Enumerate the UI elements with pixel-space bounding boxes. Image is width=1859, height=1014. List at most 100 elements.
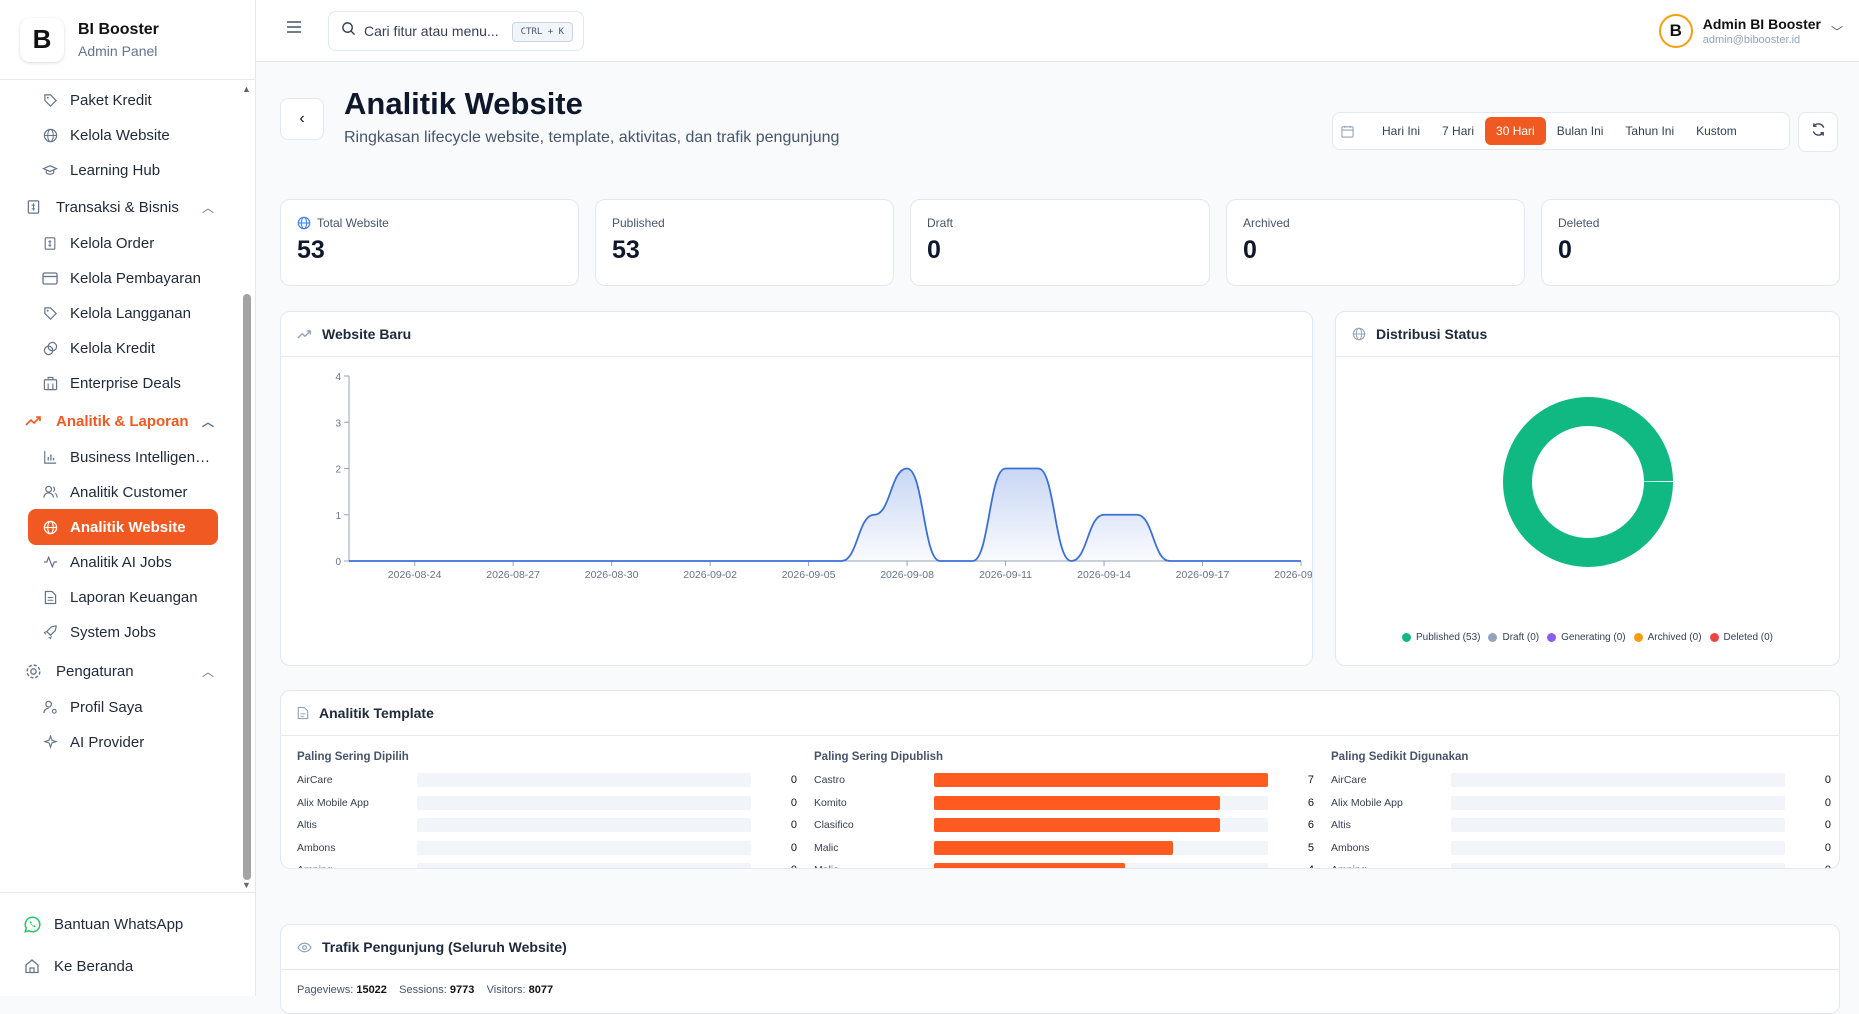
template-count: 5 (1307, 841, 1314, 854)
topbar: Cari fitur atau menu... CTRL + K B Admin… (256, 0, 1859, 62)
receipt-icon (42, 235, 58, 251)
template-column: Paling Sering Dipublish Castro 7 Komito 6 Cla… (814, 751, 1314, 868)
graduation-cap-icon (42, 162, 58, 178)
sidebar-item-analitik-customer[interactable]: Analitik Customer (28, 474, 218, 510)
template-bar-track (417, 795, 751, 810)
scrollbar-thumb[interactable] (243, 294, 251, 880)
sidebar-scrollbar[interactable]: ▲ ▼ (242, 84, 251, 890)
kpi-total-website: Total Website 53 (280, 199, 579, 286)
eye-icon (297, 942, 312, 953)
range-tahun-ini[interactable]: Tahun Ini (1625, 124, 1675, 138)
home-icon (24, 958, 42, 974)
sidebar-item-kelola-langganan[interactable]: Kelola Langganan (28, 295, 218, 331)
template-name: Altis (1331, 819, 1351, 832)
sidebar-item-label: Analitik Customer (70, 483, 188, 501)
sidebar-item-label: Paket Kredit (70, 91, 152, 109)
legend-item[interactable]: Deleted (0) (1709, 632, 1773, 643)
template-bar-fill (934, 840, 1173, 855)
section-pengaturan[interactable]: Pengaturan ︿ (24, 653, 214, 689)
chevron-up-icon: ︿ (201, 414, 214, 429)
range-kustom[interactable]: Kustom (1696, 124, 1737, 138)
chevron-left-icon: ‹ (299, 110, 305, 127)
sidebar-item-label: Kelola Kredit (70, 339, 156, 357)
kpi-draft: Draft 0 (910, 199, 1210, 286)
y-tick-label: 3 (335, 418, 341, 429)
x-tick-label: 2026-08-24 (388, 569, 442, 581)
kpi-value: 0 (927, 236, 941, 264)
template-name: Ambons (297, 841, 336, 854)
sidebar-item-laporan-keuangan[interactable]: Laporan Keuangan (28, 579, 218, 615)
template-column-heading: Paling Sering Dipilih (297, 751, 409, 763)
range-hari-ini[interactable]: Hari Ini (1382, 124, 1421, 138)
sidebar-item-label: Business Intelligen… (70, 448, 211, 466)
sidebar-item-kelola-order[interactable]: Kelola Order (28, 225, 218, 261)
template-bar-track (934, 863, 1268, 868)
sidebar-item-label: Enterprise Deals (70, 374, 181, 392)
template-count: 0 (1825, 864, 1831, 868)
sidebar-item-ai-provider[interactable]: AI Provider (28, 724, 218, 760)
template-bar-fill (934, 795, 1221, 810)
menu-icon[interactable] (286, 20, 302, 39)
tag-icon (42, 305, 58, 321)
template-column: Paling Sedikit Digunakan AirCare 0 Alix Mob… (1331, 751, 1831, 868)
user-menu[interactable]: B Admin BI Booster admin@bibooster.id ﹀ (1658, 14, 1843, 48)
trafik-pengunjung-card: Trafik Pengunjung (Seluruh Website) Page… (280, 924, 1840, 1014)
sidebar-item-enterprise-deals[interactable]: Enterprise Deals (28, 365, 218, 401)
template-column-heading: Paling Sering Dipublish (814, 751, 944, 763)
sidebar-item-learning-hub[interactable]: Learning Hub (28, 152, 218, 188)
section-transaksi-bisnis[interactable]: Transaksi & Bisnis ︿ (24, 189, 214, 225)
sidebar-item-analitik-ai-jobs[interactable]: Analitik AI Jobs (28, 544, 218, 580)
credit-card-icon (42, 270, 58, 286)
search-input[interactable]: Cari fitur atau menu... CTRL + K (328, 11, 584, 51)
template-row: Malic 4 (814, 859, 1314, 868)
x-tick-label: 2026-08-30 (585, 569, 639, 581)
sidebar-item-analitik-website[interactable]: Analitik Website (28, 509, 218, 545)
range-30-hari[interactable]: 30 Hari (1485, 117, 1546, 145)
sidebar-item-kelola-website[interactable]: Kelola Website (28, 117, 218, 153)
card-title: Distribusi Status (1376, 326, 1488, 342)
whatsapp-help-link[interactable]: Bantuan WhatsApp (24, 906, 183, 942)
sidebar-item-kelola-kredit[interactable]: Kelola Kredit (28, 330, 218, 366)
legend-item[interactable]: Draft (0) (1488, 632, 1539, 643)
whatsapp-icon (24, 916, 42, 933)
template-row: Alix Mobile App 0 (1331, 792, 1831, 815)
legend-item[interactable]: Archived (0) (1633, 632, 1702, 643)
x-tick-label: 2026-09-20 (1274, 569, 1312, 581)
sidebar-item-profil-saya[interactable]: Profil Saya (28, 689, 218, 725)
rocket-icon (42, 624, 58, 640)
scroll-down-arrow[interactable]: ▼ (242, 880, 251, 890)
template-count: 0 (790, 841, 797, 854)
file-icon (297, 706, 309, 720)
sessions-value: 9773 (449, 984, 475, 996)
legend-item[interactable]: Published (53) (1401, 632, 1480, 643)
globe-icon (42, 519, 58, 535)
template-row: Amping 0 (1331, 859, 1831, 868)
website-baru-card: Website Baru 0 1 2 3 4 2026-08-24 2026-08-27 20… (280, 311, 1313, 666)
template-count: 0 (1824, 796, 1831, 809)
legend-item[interactable]: Generating (0) (1547, 632, 1626, 643)
sidebar-item-label: Learning Hub (70, 161, 161, 179)
range-7-hari[interactable]: 7 Hari (1442, 124, 1475, 138)
sidebar-item-business-intelligence[interactable]: Business Intelligen… (28, 439, 218, 475)
refresh-button[interactable] (1798, 112, 1838, 152)
scroll-up-arrow[interactable]: ▲ (242, 84, 251, 94)
sidebar-item-system-jobs[interactable]: System Jobs (28, 614, 218, 650)
page-title: Analitik Website (344, 86, 583, 121)
chevron-down-icon: ﹀ (1830, 24, 1843, 39)
section-analitik-laporan[interactable]: Analitik & Laporan ︿ (24, 403, 214, 439)
sidebar: B BI Booster Admin Panel Paket Kredit Ke… (0, 0, 256, 996)
range-bulan-ini[interactable]: Bulan Ini (1556, 124, 1604, 138)
kpi-archived: Archived 0 (1226, 199, 1525, 286)
home-link[interactable]: Ke Beranda (24, 948, 133, 984)
back-button[interactable]: ‹ (280, 98, 324, 140)
brand[interactable]: B BI Booster Admin Panel (0, 0, 255, 80)
template-count: 0 (790, 774, 797, 787)
sidebar-item-label: Analitik Website (70, 518, 186, 536)
sidebar-item-label: Profil Saya (70, 698, 143, 716)
template-bar-fill (934, 863, 1125, 868)
sidebar-item-kelola-pembayaran[interactable]: Kelola Pembayaran (28, 260, 218, 296)
website-baru-chart: 0 1 2 3 4 2026-08-24 2026-08-27 2026-08-30 2026-… (335, 372, 1312, 581)
sidebar-item-paket-kredit[interactable]: Paket Kredit (28, 82, 218, 118)
template-row: Castro 7 (814, 769, 1314, 792)
x-tick-label: 2026-09-17 (1176, 569, 1230, 581)
